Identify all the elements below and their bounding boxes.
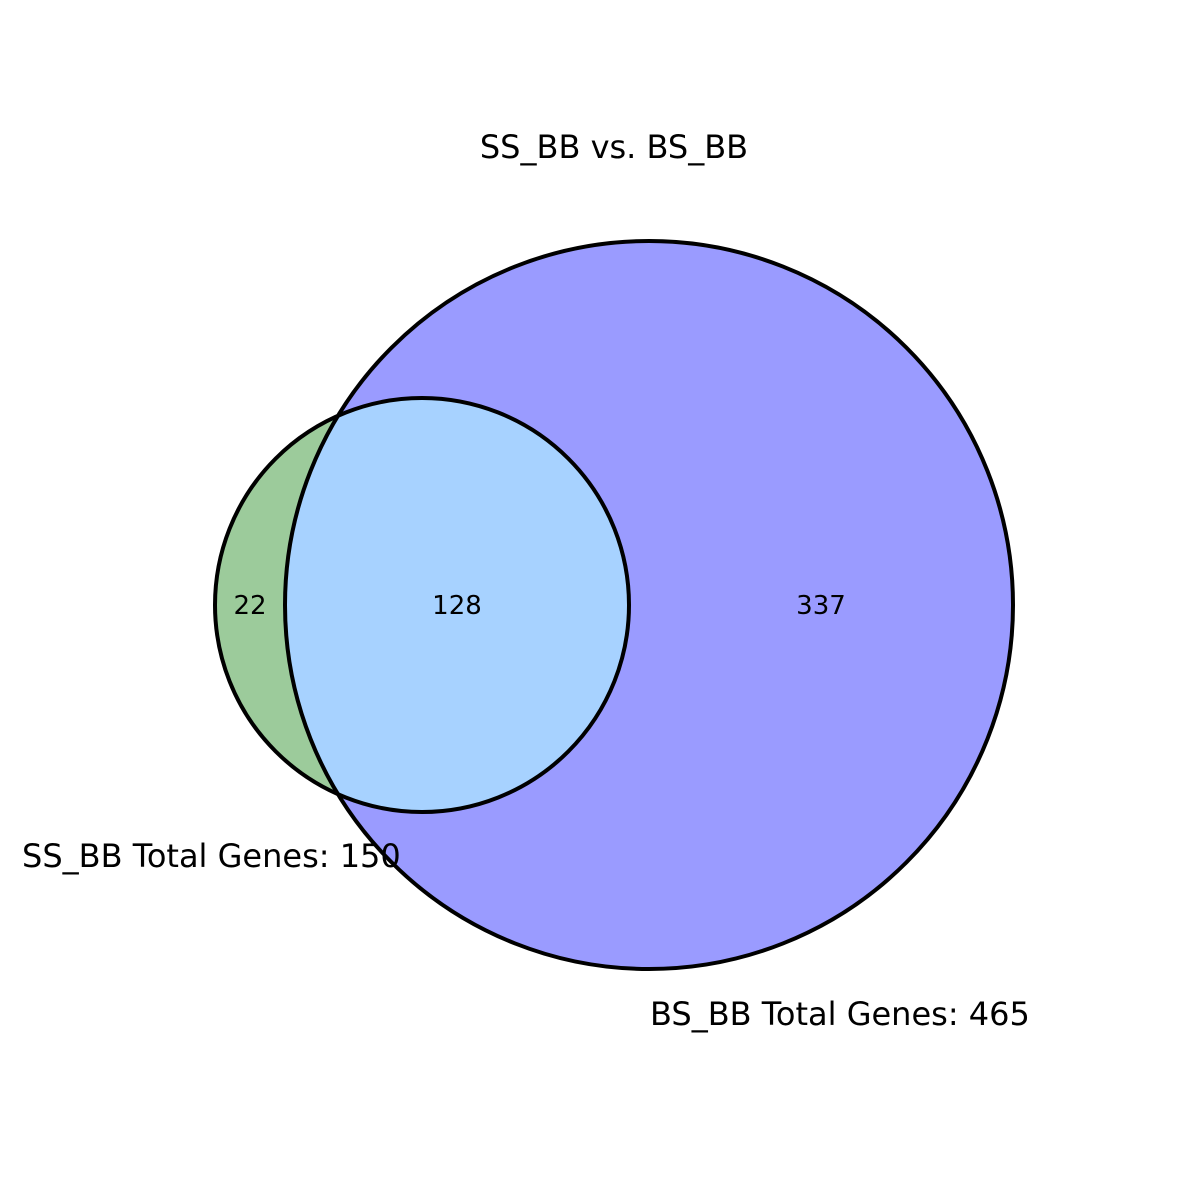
- intersection-count: 128: [432, 591, 482, 621]
- diagram-title: SS_BB vs. BS_BB: [480, 128, 748, 166]
- set-b-only-count: 337: [796, 591, 846, 621]
- set-b-circle-outline: [283, 239, 1015, 971]
- intersection-region: [285, 398, 629, 812]
- set-b-label: BS_BB Total Genes: 465: [650, 995, 1030, 1033]
- set-a-label: SS_BB Total Genes: 150: [22, 837, 401, 875]
- set-a-circle-outline: [213, 396, 631, 814]
- set-a-only-count: 22: [233, 591, 266, 621]
